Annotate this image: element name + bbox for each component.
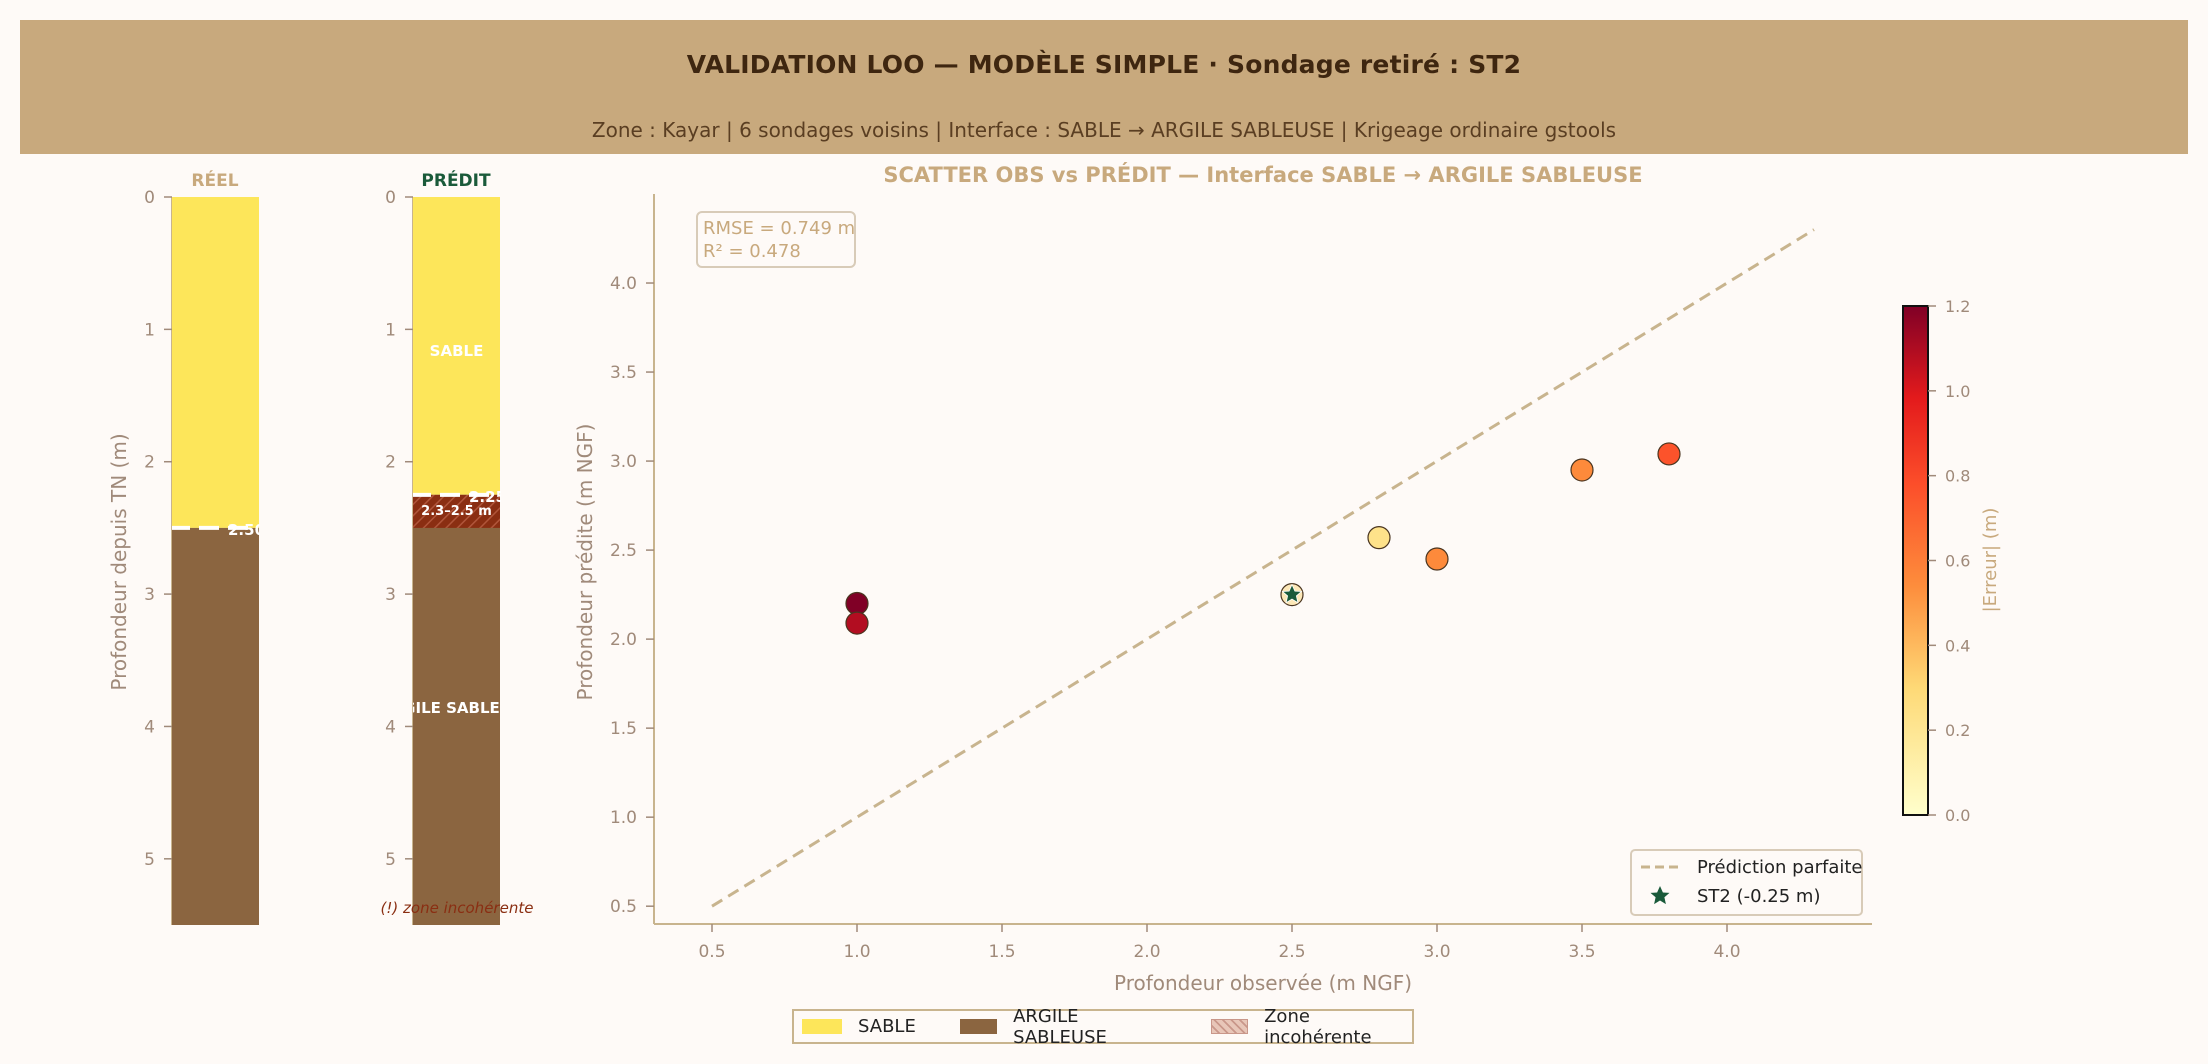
colorbar-gradient	[1902, 305, 1929, 816]
depth-tick-label: 2	[144, 453, 155, 473]
scatter-title: SCATTER OBS vs PRÉDIT — Interface SABLE …	[883, 162, 1642, 187]
y-tick-label: 1.5	[610, 719, 637, 739]
legend-star-icon	[1650, 886, 1670, 905]
legend-label-argile: ARGILE SABLEUSE	[1013, 1005, 1107, 1048]
scatter-point	[1425, 547, 1449, 571]
x-tick-label: 3.0	[1423, 942, 1450, 962]
depth-tick-label: 5	[385, 850, 396, 870]
stats-rmse: RMSE = 0.749 m	[703, 218, 855, 239]
depth-tick-label: 1	[144, 320, 155, 340]
depth-axis-label: Profondeur depuis TN (m)	[107, 433, 131, 690]
layer-sable	[172, 197, 259, 528]
perfect-prediction-path	[711, 228, 1815, 908]
incoherent-zone-note: (!) zone incohérente	[381, 899, 534, 917]
depth-tick-label: 2	[385, 453, 396, 473]
legend-swatch-incoherent	[1210, 1019, 1249, 1034]
x-tick-label: 4.0	[1713, 942, 1740, 962]
y-tick-label: 4.0	[610, 274, 637, 294]
bottom-legend: SABLE ARGILE SABLEUSE Zone incohérente	[792, 1006, 1414, 1048]
scatter-point	[845, 591, 869, 616]
scatter-point	[1570, 458, 1594, 482]
colorbar-tick-label: 0.8	[1945, 467, 1970, 486]
legend-label-sable: SABLE	[858, 1016, 916, 1037]
perfect-prediction-line	[711, 228, 1815, 908]
header-banner: VALIDATION LOO — MODÈLE SIMPLE · Sondage…	[20, 20, 2188, 154]
colorbar-tick-label: 1.0	[1945, 382, 1970, 401]
x-tick-label: 2.0	[1133, 942, 1160, 962]
reel-depth-axis: 0 1 2 3 4 5	[144, 188, 173, 925]
legend-item-sable: SABLE	[802, 1016, 916, 1037]
y-tick-label: 1.0	[610, 808, 637, 828]
st2-star-marker	[1281, 583, 1303, 604]
legend-perfect-line-label: Prédiction parfaite	[1697, 857, 1863, 878]
colorbar-tick-label: 1.2	[1945, 297, 1970, 316]
scatter-points	[845, 442, 1681, 635]
layer-label: ARGILE SABLEUSE	[380, 699, 533, 717]
colorbar-label: |Erreur| (m)	[1980, 508, 2001, 613]
depth-tick-label: 3	[385, 585, 396, 605]
interface-depth-label: 2.50	[228, 521, 265, 539]
reel-column: 2.50	[172, 197, 265, 925]
x-tick-label: 1.0	[843, 942, 870, 962]
legend-swatch-argile	[959, 1019, 998, 1034]
y-tick-label: 3.0	[610, 452, 637, 472]
scatter-point	[845, 611, 869, 635]
scatter-point	[1367, 526, 1391, 550]
depth-tick-label: 3	[144, 585, 155, 605]
scatter-axes: 0.5 1.0 1.5 2.0 2.5 3.0 3.5 4.0 0.5 1.0 1.5 2.0 2.5 3…	[610, 194, 1872, 962]
y-tick-label: 3.5	[610, 363, 637, 383]
predit-depth-axis: 0 1 2 3 4 5	[385, 188, 414, 925]
legend-item-argile: ARGILE SABLEUSE	[959, 1005, 1167, 1048]
interface-depth-label: 2.25	[469, 488, 506, 506]
colorbar-tick-label: 0.4	[1945, 636, 1970, 655]
x-tick-label: 0.5	[698, 942, 725, 962]
x-tick-label: 3.5	[1568, 942, 1595, 962]
depth-tick-label: 4	[385, 717, 396, 737]
depth-tick-label: 0	[385, 188, 396, 208]
page-title: VALIDATION LOO — MODÈLE SIMPLE · Sondage…	[686, 50, 1522, 79]
y-tick-label: 2.5	[610, 541, 637, 561]
stats-box: RMSE = 0.749 m R² = 0.478	[696, 211, 856, 268]
colorbar-ticks: 0.0 0.2 0.4 0.6 0.8 1.0 1.2	[1928, 297, 1970, 825]
predit-column: 2.3–2.5 m2.25 SABLE ARGILE SABLEUSE	[380, 197, 533, 925]
depth-tick-label: 5	[144, 850, 155, 870]
legend-star-label: ST2 (-0.25 m)	[1697, 886, 1820, 907]
layer-argile	[172, 527, 259, 925]
reel-column-title: RÉEL	[191, 169, 238, 191]
x-tick-label: 1.5	[988, 942, 1015, 962]
colorbar-tick-label: 0.2	[1945, 721, 1970, 740]
y-tick-label: 0.5	[610, 897, 637, 917]
depth-tick-label: 0	[144, 188, 155, 208]
legend-item-incoherent: Zone incohérente	[1210, 1005, 1412, 1048]
layer-label: SABLE	[430, 342, 484, 360]
depth-tick-label: 1	[385, 320, 396, 340]
y-tick-label: 2.0	[610, 630, 637, 650]
legend-swatch-sable	[802, 1019, 842, 1034]
incoherent-zone-label: 2.3–2.5 m	[421, 504, 492, 519]
stats-r2: R² = 0.478	[703, 241, 801, 262]
predit-column-title: PRÉDIT	[421, 169, 491, 191]
x-tick-label: 2.5	[1278, 942, 1305, 962]
layer-argile	[413, 494, 500, 925]
colorbar: 0.0 0.2 0.4 0.6 0.8 1.0 1.2 |Erreur| (m)	[1902, 297, 2001, 825]
depth-tick-label: 4	[144, 717, 155, 737]
scatter-legend: Prédiction parfaite ST2 (-0.25 m)	[1630, 849, 1863, 916]
layer-sable	[413, 197, 500, 495]
incoherent-zone	[413, 494, 500, 528]
colorbar-tick-label: 0.6	[1945, 552, 1970, 571]
legend-label-incoherent: Zone incohérente	[1264, 1005, 1372, 1048]
scatter-x-axis-label: Profondeur observée (m NGF)	[1114, 971, 1412, 995]
page-subtitle: Zone : Kayar | 6 sondages voisins | Inte…	[591, 118, 1617, 142]
scatter-point	[1657, 442, 1681, 466]
scatter-y-axis-label: Profondeur prédite (m NGF)	[573, 424, 597, 701]
colorbar-tick-label: 0.0	[1945, 806, 1970, 825]
